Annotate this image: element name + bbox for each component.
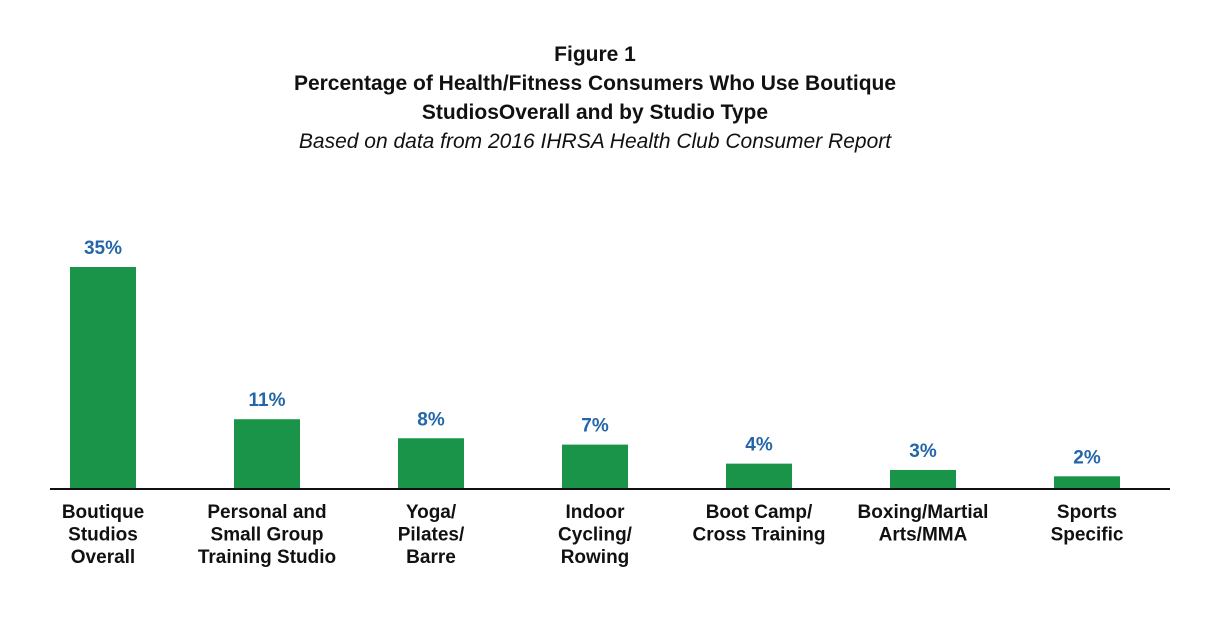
category-label-line: Specific [1051,525,1124,546]
category-label-line: Cycling/ [558,525,633,546]
bar-value-label: 2% [1073,447,1101,468]
category-label: Sports Specific [1051,502,1124,546]
bar [562,444,628,489]
bar-value-label: 3% [909,441,937,462]
category-label-line: Boot Camp/ [706,502,813,523]
bar [726,463,792,489]
category-label-line: Training Studio [198,547,336,568]
category-label-line: Arts/MMA [879,525,968,546]
category-labels-group: Boutique Studios Overall Personal and Small … [62,502,1124,568]
category-label: Yoga/Pilates/Barre [398,502,465,568]
bar [70,267,136,489]
category-label-line: Boutique [62,502,144,523]
category-label-line: Boxing/Martial [858,502,989,523]
chart-title-block: Figure 1 Percentage of Health/Fitness Co… [0,40,1190,156]
category-label-line: Sports [1057,502,1117,523]
category-label: Indoor Cycling/Rowing [558,502,633,568]
chart-subtitle: Based on data from 2016 IHRSA Health Clu… [298,130,892,153]
category-label-line: Barre [406,547,456,568]
bar [398,438,464,489]
value-labels-group: 35% 11% 8% 7% 4% 3% 2% [84,238,1101,468]
bar-value-label: 4% [745,435,773,456]
category-label: Boot Camp/Cross Training [692,502,825,546]
bar-value-label: 35% [84,238,122,259]
category-label-line: Indoor [565,502,625,523]
bar-value-label: 11% [249,390,286,411]
category-label-line: Pilates/ [398,525,465,546]
category-label-line: Studios [68,525,138,546]
bar [234,419,300,489]
bar [1054,476,1120,489]
chart-title: Percentage of Health/Fitness Consumers W… [293,72,897,124]
category-label: Personal and Small Group Training Studio [198,502,336,568]
bars-group [70,267,1120,489]
category-label-line: Cross Training [692,525,825,546]
category-label-line: Yoga/ [406,502,457,523]
category-label-line: Overall [71,547,135,568]
bar [890,469,956,489]
category-label: Boxing/Martial Arts/MMA [858,502,989,546]
figure-label: Figure 1 [554,43,636,66]
category-label-line: Small Group [211,525,324,546]
bar-value-label: 8% [417,409,445,430]
bar-value-label: 7% [581,416,609,437]
category-label: Boutique Studios Overall [62,502,144,568]
category-label-line: Personal and [207,502,326,523]
category-label-line: Rowing [561,547,630,568]
